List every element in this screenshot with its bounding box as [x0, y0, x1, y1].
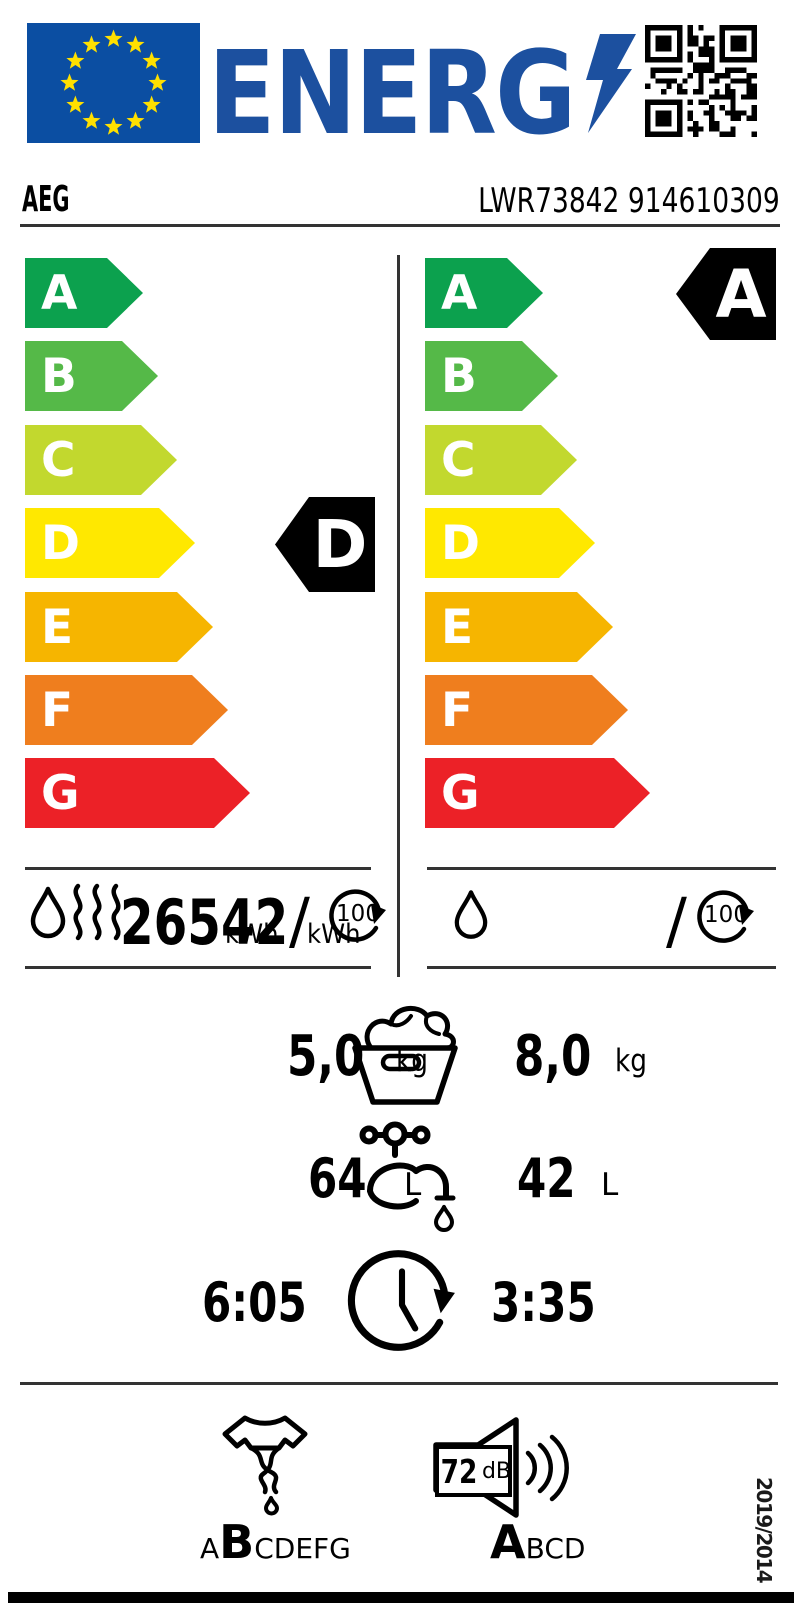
noise-db-box: 72 dB [435, 1445, 512, 1497]
scale-arrow-e: E [25, 592, 213, 662]
noise-letters-after: BCD [525, 1532, 586, 1565]
rating-letter: A [715, 255, 767, 333]
scale-arrow-g: G [25, 758, 250, 828]
scale-arrow-label: C [41, 432, 76, 488]
drying-capacity-unit: kg [396, 1043, 428, 1079]
scale-arrow-label: E [41, 599, 74, 655]
scale-arrow-label: A [441, 265, 478, 321]
energy-value-wash-dry: 265 [120, 886, 221, 959]
model-number: LWR73842 914610309 [478, 181, 780, 221]
laundry-basket-icon [352, 1006, 458, 1105]
scale-arrow-a: A [25, 258, 143, 328]
regulation-number: 2019/2014 [752, 1477, 776, 1583]
scale-arrow-b: B [425, 341, 558, 411]
scale-arrow-label: B [441, 348, 477, 404]
scale-arrow-e: E [425, 592, 613, 662]
scale-arrow-g: G [425, 758, 650, 828]
per-slash: / [666, 884, 687, 957]
water-drop-icon [454, 890, 488, 939]
consumption-line [427, 966, 776, 969]
scale-arrow-f: F [425, 675, 628, 745]
scale-arrow-label: F [41, 682, 74, 738]
duration-clock-icon [347, 1250, 455, 1351]
consumption-line [25, 966, 371, 969]
energy-consumption-values: 26542 [120, 892, 336, 954]
water-unit-right: L [601, 1167, 619, 1203]
per-100-cycles-icon [329, 889, 386, 942]
drying-capacity-value: 5,0 [287, 1024, 365, 1089]
spin-letters-before: A [200, 1532, 220, 1565]
scale-arrow-d: D [25, 508, 195, 578]
scale-arrow-d: D [425, 508, 595, 578]
spin-class-letters: ABCDEFG [200, 1519, 351, 1565]
scale-arrow-label: F [441, 682, 474, 738]
noise-class-rating: A [490, 1515, 526, 1569]
scale-arrow-label: E [441, 599, 474, 655]
brand-name: AEG [22, 179, 70, 220]
rating-indicator-left: D [275, 497, 375, 592]
scale-arrow-label: G [41, 765, 80, 821]
water-consumption-left-value: 64 [308, 1147, 367, 1210]
consumption-line [25, 867, 371, 870]
energy-unit-overlap-1: kWh [225, 919, 279, 950]
noise-class-letters: ABCD [490, 1519, 585, 1565]
per-100-cycles-value: 100 [336, 901, 380, 927]
water-tap-icon [359, 1121, 456, 1232]
header-divider-line [20, 224, 780, 227]
qr-code [645, 25, 757, 137]
cycle-duration-right: 3:35 [491, 1271, 596, 1334]
rating-indicator-right: A [676, 248, 776, 340]
noise-db-value: 72 [440, 1451, 478, 1491]
eu-flag-icon [27, 23, 200, 143]
water-consumption-right-value: 42 [517, 1147, 576, 1210]
scale-arrow-label: A [41, 265, 78, 321]
water-drop-icon [30, 886, 66, 939]
scale-arrow-label: B [41, 348, 77, 404]
scale-arrow-label: D [41, 515, 81, 571]
consumption-line [427, 867, 776, 870]
per-100-cycles-value: 100 [704, 902, 748, 928]
energy-value-wash: 42 [220, 886, 289, 959]
water-unit-left: L [404, 1167, 422, 1203]
per-slash: / [289, 884, 310, 957]
scale-arrow-label: C [441, 432, 476, 488]
per-100-cycles-icon [697, 890, 754, 943]
scale-arrow-c: C [25, 425, 177, 495]
spin-letters-after: CDEFG [254, 1532, 351, 1565]
bottom-divider-line [20, 1382, 778, 1385]
energy-unit-overlap-2: kWh [307, 919, 361, 950]
scale-arrow-a: A [425, 258, 543, 328]
heat-waves-icon [73, 883, 121, 941]
noise-db-unit: dB [481, 1458, 511, 1484]
washing-capacity-value: 8,0 [514, 1024, 592, 1089]
scale-arrow-b: B [25, 341, 158, 411]
rating-letter: D [312, 506, 368, 583]
scale-arrow-c: C [425, 425, 577, 495]
column-divider-line [397, 255, 400, 977]
lightning-icon [586, 34, 636, 133]
bottom-black-bar [8, 1592, 794, 1603]
scale-arrow-label: D [441, 515, 481, 571]
spin-class-rating: B [219, 1515, 255, 1569]
cycle-duration-left: 6:05 [202, 1271, 307, 1334]
energy-logo-text: ENERG [208, 27, 576, 161]
washing-capacity-unit: kg [615, 1043, 647, 1079]
scale-arrow-label: G [441, 765, 480, 821]
scale-arrow-f: F [25, 675, 228, 745]
spin-dry-icon [222, 1415, 308, 1516]
